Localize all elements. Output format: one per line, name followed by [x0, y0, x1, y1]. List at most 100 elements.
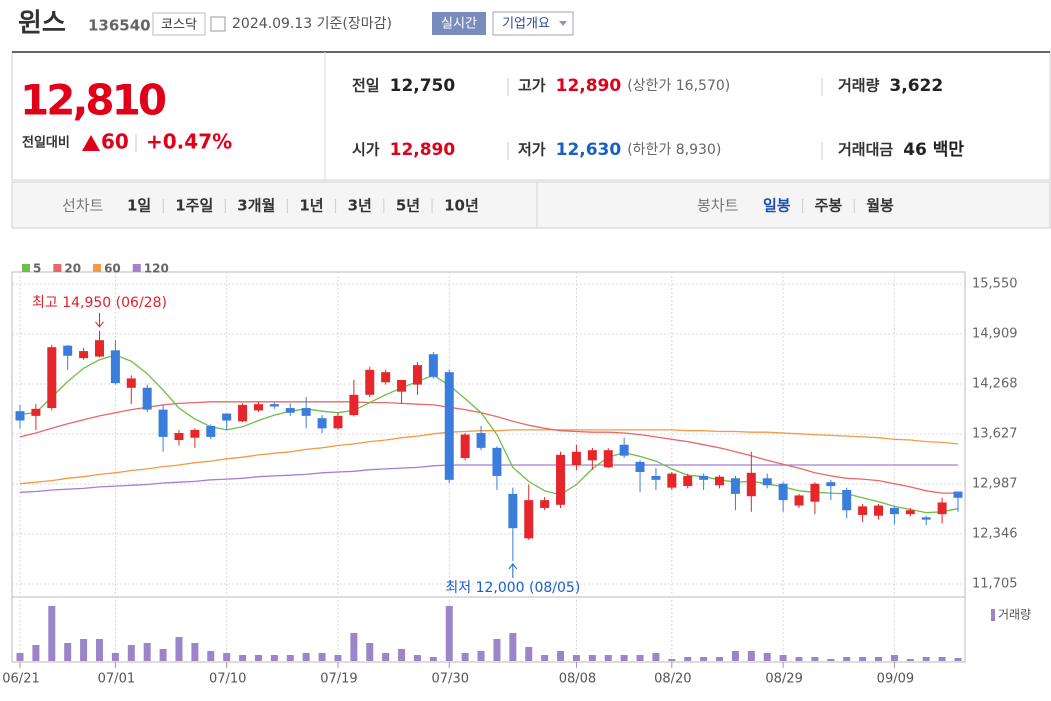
volume-bar — [636, 655, 644, 661]
x-tick-label: 07/10 — [209, 672, 246, 687]
date: 2024.09.13 기준(장마감) — [232, 16, 392, 32]
candle-body — [333, 415, 343, 429]
candle-body — [158, 409, 168, 437]
volume-bar — [16, 653, 24, 661]
candle-body — [635, 461, 645, 473]
candle-body — [603, 450, 613, 468]
item-label: 고가 — [518, 77, 546, 95]
volume-bar — [302, 653, 310, 661]
candle-body — [619, 444, 629, 456]
volume-bar — [541, 655, 549, 661]
candle-body — [794, 495, 804, 506]
candle-body — [858, 506, 868, 515]
change: 60 — [101, 130, 129, 154]
item-value: 12,890 — [390, 140, 456, 160]
volume-bar — [159, 649, 167, 661]
candle-body — [921, 517, 931, 520]
quote-panel — [11, 51, 1051, 181]
candle-body — [937, 502, 947, 515]
volume-bar — [906, 659, 914, 661]
candle-body — [47, 347, 57, 409]
company-button[interactable] — [492, 11, 574, 36]
legend-swatch — [132, 264, 141, 272]
candle-body — [94, 340, 104, 357]
realtime-label[interactable]: 실시간 — [441, 17, 477, 32]
candle-body — [444, 372, 454, 480]
candle-body — [110, 350, 120, 384]
volume-bar — [477, 651, 485, 661]
period-tab[interactable]: 1년 — [299, 197, 323, 215]
candle-body — [206, 426, 216, 437]
candle-body — [238, 404, 248, 422]
volume-bar — [398, 649, 406, 661]
volume-bar — [684, 657, 692, 661]
volume-bar — [763, 653, 771, 661]
x-tick-label: 09/09 — [877, 672, 914, 687]
candle-body — [126, 378, 136, 388]
annotation: 최저 12,000 (08/05) — [445, 580, 580, 596]
candle-body — [683, 475, 693, 487]
volume-bar — [80, 639, 88, 661]
candle-body — [730, 478, 740, 494]
market-box — [152, 12, 206, 36]
period-tab[interactable]: 일봉 — [763, 197, 791, 215]
legend-label: 60 — [104, 262, 121, 276]
volume-bar — [779, 655, 787, 661]
period-tab[interactable]: 10년 — [444, 197, 479, 215]
plot-frame — [11, 271, 966, 663]
volume-bar — [175, 637, 183, 661]
volume-bar — [938, 657, 946, 661]
candle-body — [715, 476, 725, 486]
volume-bar — [588, 655, 596, 661]
candle-body — [460, 434, 470, 458]
volume-legend: 거래량 — [998, 608, 1031, 622]
realtime-button[interactable] — [432, 12, 486, 35]
candle-body — [174, 433, 184, 441]
legend-label: 20 — [64, 262, 81, 276]
candle-body — [365, 369, 375, 395]
volume-bar — [207, 651, 215, 661]
candle-body — [269, 404, 279, 407]
candle-body — [285, 408, 295, 413]
period-tab[interactable]: 5년 — [396, 197, 420, 215]
candle-body — [381, 372, 391, 383]
ma-line — [19, 354, 959, 514]
period-tab[interactable]: 3년 — [348, 197, 372, 215]
x-tick-label: 07/01 — [98, 672, 135, 687]
volume-bar — [429, 657, 437, 661]
volume-bar — [827, 659, 835, 661]
item-extra: (하한가 8,930) — [627, 142, 721, 158]
company-label[interactable]: 기업개요 — [502, 17, 550, 32]
period-tab[interactable]: 3개월 — [237, 197, 275, 215]
period-tab[interactable]: 주봉 — [815, 197, 843, 215]
candle-body — [253, 404, 263, 411]
legend-label: 5 — [33, 262, 41, 276]
volume-bar — [64, 643, 72, 661]
candle-body — [667, 473, 677, 488]
volume-legend-swatch — [991, 609, 995, 621]
period-tab[interactable]: 1일 — [127, 197, 151, 215]
candle-body — [762, 478, 772, 486]
candle-body — [746, 472, 756, 497]
y-tick-label: 14,268 — [972, 377, 1018, 392]
candle-body — [587, 450, 597, 461]
stock-code: 136540 — [88, 17, 151, 35]
candle-body — [476, 433, 486, 448]
volume-bar — [620, 655, 628, 661]
ma-line — [19, 464, 958, 493]
calendar-icon — [210, 16, 226, 32]
volume-bar — [572, 655, 580, 661]
candle-body — [826, 482, 836, 487]
ma-line — [19, 401, 958, 494]
candle-body — [301, 408, 311, 416]
legend-swatch — [93, 264, 102, 272]
change-pct: +0.47% — [146, 130, 232, 154]
volume-bar — [922, 657, 930, 661]
candle-body — [810, 483, 820, 502]
candle-body — [142, 387, 152, 410]
period-tab[interactable]: 월봉 — [866, 197, 894, 215]
volume-bar — [700, 657, 708, 661]
period-tab[interactable]: 1주일 — [175, 197, 213, 215]
volume-bar — [111, 653, 119, 661]
item-label: 저가 — [518, 141, 546, 159]
